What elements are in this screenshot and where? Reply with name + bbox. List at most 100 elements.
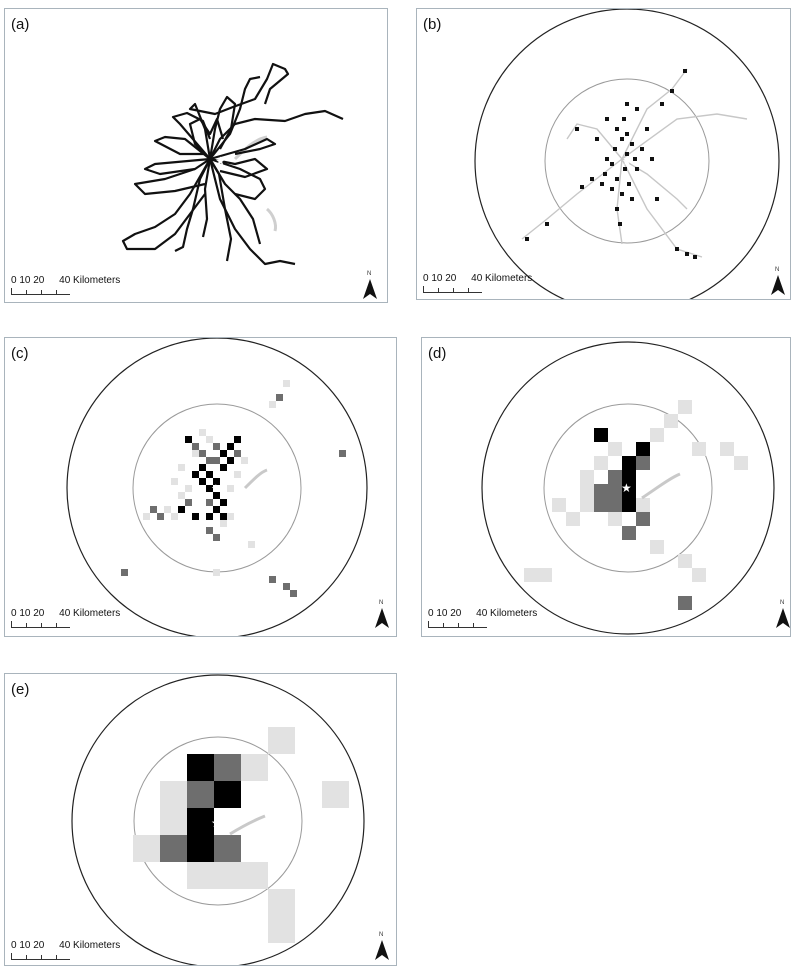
grid-cell [160,781,187,808]
scale-bar: 0 10 20 40 Kilometers [11,940,120,960]
svg-text:★: ★ [622,155,632,168]
scale-units: 40 Kilometers [471,273,533,284]
scale-bar: 0 10 20 40 Kilometers [11,275,120,295]
grid-cell [214,781,241,808]
grid-cell [594,428,608,442]
grid-cell [580,470,594,484]
grid-cell [575,127,579,131]
grid-cell [213,478,220,485]
grid-cell [133,835,160,862]
grid-cell [670,89,674,93]
grid-cell [625,152,629,156]
grid-cell [618,222,622,226]
grid-cell [241,754,268,781]
grid-cell [622,484,636,498]
grid-cell [692,568,706,582]
grid-cell [206,471,213,478]
grid-cell [620,192,624,196]
grid-cell [150,506,157,513]
grid-cell [692,442,706,456]
svg-text:★: ★ [215,154,226,168]
grid-cell [213,534,220,541]
north-arrow-icon: N [361,271,379,301]
grid-cell [220,464,227,471]
grid-cell [636,442,650,456]
grid-cell [538,568,552,582]
grid-cell [594,456,608,470]
grid-cell [220,520,227,527]
grid-cell [636,498,650,512]
grid-cell [185,436,192,443]
grid-cell [339,450,346,457]
grid-cell [655,197,659,201]
scale-bar: 0 10 20 40 Kilometers [428,608,537,628]
grid-cell [678,554,692,568]
north-arrow-icon: N [769,267,787,297]
grid-cell [610,187,614,191]
grid-cell [635,107,639,111]
grid-cell [623,167,627,171]
grid-cell [171,513,178,520]
grid-cell [290,590,297,597]
grid-cell [268,916,295,943]
grid-cell [199,478,206,485]
grid-cell [213,443,220,450]
grid-cell [608,498,622,512]
grid-cell [685,252,689,256]
north-arrow-icon: N [373,932,391,962]
panel-label: (a) [11,16,30,33]
north-arrow-icon: N [373,600,391,630]
grid-cell [227,443,234,450]
grid-cell [635,167,639,171]
grid-cell [241,457,248,464]
grid-cell [650,540,664,554]
grid-cell [622,526,636,540]
grid-cell [227,457,234,464]
grid-cell [160,835,187,862]
grid-cell [580,498,594,512]
grid-cell [268,889,295,916]
grid-cell [678,596,692,610]
grid-cell [160,808,187,835]
grid-cell [213,492,220,499]
panel-b: ★ (b) 0 10 20 40 Kilometers N [416,8,791,300]
grid-cell [590,177,594,181]
grid-cell [241,862,268,889]
grid-cell [636,456,650,470]
grid-cell [220,499,227,506]
grid-cell [187,835,214,862]
grid-cell [633,157,637,161]
grid-cell [580,185,584,189]
scale-units: 40 Kilometers [59,940,121,951]
grid-cell [214,862,241,889]
grid-cell [192,513,199,520]
grid-cell [234,471,241,478]
grid-cell [199,450,206,457]
grid-cell [206,457,213,464]
grid-cell [227,513,234,520]
grid-cell [269,576,276,583]
grid-cell [608,470,622,484]
grid-cell [622,470,636,484]
grid-cell [660,102,664,106]
grid-cell [206,513,213,520]
grid-cell [234,436,241,443]
grid-cell [615,127,619,131]
grid-cell [187,862,214,889]
scale-bar: 0 10 20 40 Kilometers [11,608,120,628]
grid-cell [594,498,608,512]
grid-cell [164,506,171,513]
panel-label: (e) [11,681,30,698]
grid-cell [608,484,622,498]
grid-cell [650,157,654,161]
grid-cell [206,436,213,443]
north-arrow-icon: N [774,600,790,630]
grid-map-fine: ★ [66,338,368,636]
grid-cell [178,492,185,499]
grid-cell [268,727,295,754]
grid-cell [693,255,697,259]
svg-text:★: ★ [211,482,221,495]
scale-numbers: 0 10 20 [428,608,462,619]
scale-numbers: 0 10 20 [423,273,457,284]
grid-cell [630,197,634,201]
